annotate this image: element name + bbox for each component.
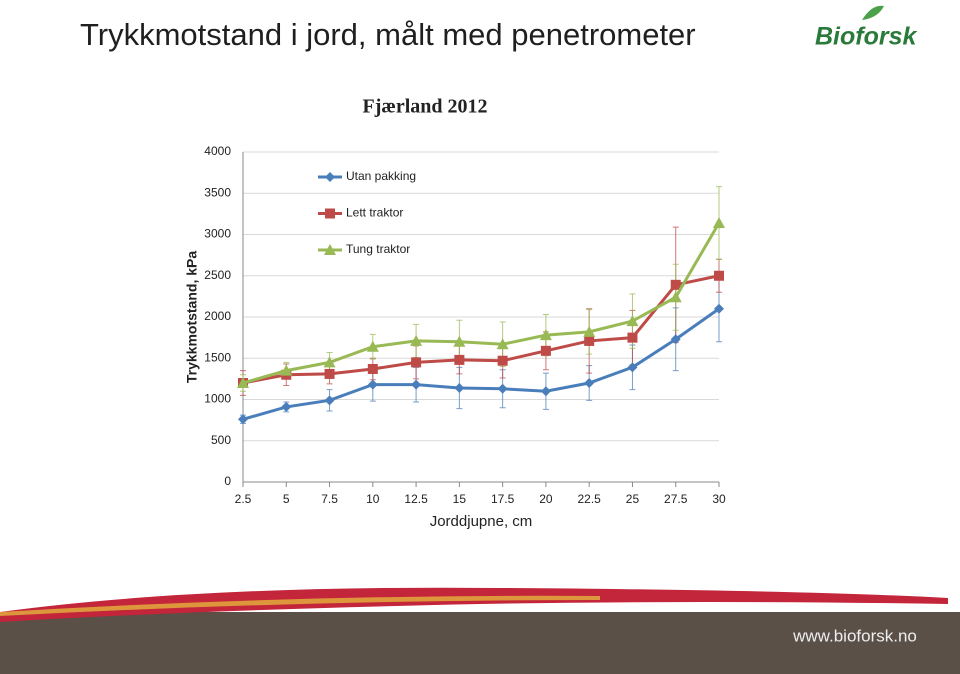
footer: www.bioforsk.no bbox=[0, 587, 960, 674]
x-tick-label: 22.5 bbox=[578, 492, 602, 506]
legend-label: Lett traktor bbox=[346, 206, 403, 220]
marker bbox=[496, 338, 509, 350]
x-tick-label: 12.5 bbox=[404, 492, 428, 506]
marker bbox=[367, 363, 378, 374]
x-tick-label: 7.5 bbox=[321, 492, 338, 506]
marker bbox=[669, 291, 682, 303]
marker bbox=[626, 315, 639, 327]
marker bbox=[324, 395, 335, 406]
marker bbox=[584, 378, 595, 388]
y-tick-label: 1000 bbox=[204, 392, 231, 406]
marker bbox=[324, 368, 335, 379]
x-tick-label: 25 bbox=[626, 492, 640, 506]
marker bbox=[584, 335, 595, 346]
y-tick-label: 500 bbox=[211, 433, 231, 447]
y-tick-label: 2500 bbox=[204, 268, 231, 282]
marker bbox=[238, 414, 248, 425]
legend-marker bbox=[325, 172, 335, 182]
y-tick-label: 3500 bbox=[204, 185, 231, 199]
marker bbox=[497, 355, 508, 366]
x-tick-label: 5 bbox=[283, 492, 290, 506]
marker bbox=[539, 329, 552, 341]
marker bbox=[627, 332, 638, 343]
marker bbox=[540, 386, 551, 397]
marker bbox=[454, 382, 465, 393]
marker bbox=[411, 379, 422, 390]
marker bbox=[237, 377, 249, 388]
logo: Bioforsk bbox=[815, 23, 918, 51]
y-axis-label: Trykkmotstand, kPa bbox=[184, 251, 200, 383]
marker bbox=[410, 334, 423, 346]
marker bbox=[366, 340, 379, 352]
marker bbox=[714, 270, 724, 281]
legend-marker bbox=[325, 208, 335, 219]
marker bbox=[323, 356, 336, 368]
series-line bbox=[242, 307, 720, 421]
legend-marker bbox=[324, 244, 336, 255]
marker bbox=[453, 335, 466, 347]
x-tick-label: 20 bbox=[539, 492, 553, 506]
y-tick-label: 0 bbox=[224, 474, 231, 488]
y-tick-label: 3000 bbox=[204, 227, 231, 241]
marker bbox=[281, 401, 292, 412]
legend-label: Tung traktor bbox=[346, 242, 410, 256]
marker bbox=[670, 334, 681, 345]
marker bbox=[367, 379, 378, 390]
marker bbox=[497, 383, 508, 394]
marker bbox=[627, 362, 638, 373]
chart-title: Fjærland 2012 bbox=[363, 96, 488, 118]
y-tick-label: 1500 bbox=[204, 350, 231, 364]
x-tick-label: 15 bbox=[453, 492, 467, 506]
x-tick-label: 2.5 bbox=[235, 492, 252, 506]
marker bbox=[540, 345, 551, 356]
marker bbox=[583, 325, 596, 337]
legend-label: Utan pakking bbox=[346, 169, 416, 183]
series-line bbox=[242, 222, 721, 385]
y-tick-label: 4000 bbox=[204, 144, 231, 158]
x-tick-label: 27.5 bbox=[664, 492, 688, 506]
x-axis-label: Jorddjupne, cm bbox=[430, 513, 533, 530]
marker bbox=[411, 357, 422, 368]
marker bbox=[714, 303, 724, 314]
marker bbox=[713, 216, 725, 228]
y-tick-label: 2000 bbox=[204, 309, 231, 323]
series-line bbox=[242, 274, 720, 385]
logo-leaf bbox=[862, 5, 884, 20]
marker bbox=[670, 279, 681, 290]
marker bbox=[454, 354, 465, 365]
x-tick-label: 10 bbox=[366, 492, 380, 506]
x-tick-label: 17.5 bbox=[491, 492, 515, 506]
marker bbox=[280, 364, 293, 376]
footer-url: www.bioforsk.no bbox=[792, 626, 917, 645]
slide-title: Trykkmotstand i jord, målt med penetrome… bbox=[80, 17, 696, 52]
x-tick-label: 30 bbox=[712, 492, 726, 506]
